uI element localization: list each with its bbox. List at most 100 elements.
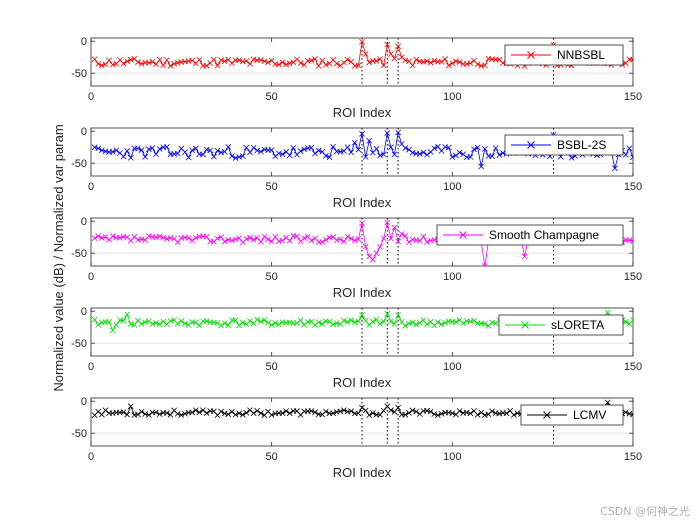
data-point-marker xyxy=(626,237,633,244)
data-point-marker xyxy=(344,144,351,151)
x-tick-label: 100 xyxy=(443,361,461,373)
data-point-marker xyxy=(196,56,203,63)
data-point-marker xyxy=(622,151,629,158)
data-point-marker xyxy=(243,58,250,64)
data-point-marker xyxy=(481,320,488,327)
data-point-marker xyxy=(406,239,412,246)
data-point-marker xyxy=(218,322,224,329)
data-point-marker xyxy=(232,411,239,418)
data-point-marker xyxy=(229,237,235,244)
data-point-marker xyxy=(409,62,416,69)
data-point-marker xyxy=(268,322,275,328)
data-point-marker xyxy=(138,408,145,415)
data-point-marker xyxy=(416,151,423,157)
data-point-marker xyxy=(200,407,206,414)
y-tick-label: -50 xyxy=(71,428,87,440)
data-point-marker xyxy=(113,321,120,328)
y-tick-label: -50 xyxy=(71,338,87,350)
x-tick-label: 100 xyxy=(443,451,461,463)
data-point-marker xyxy=(467,410,474,417)
data-point-marker xyxy=(236,410,243,417)
data-point-marker xyxy=(174,410,181,417)
data-point-marker xyxy=(160,234,167,241)
data-point-marker xyxy=(362,407,369,414)
data-point-marker xyxy=(413,56,420,63)
data-point-marker xyxy=(268,411,275,418)
data-point-marker xyxy=(348,317,355,324)
shared-y-axis-label: Normalized value (dB) / Normalized var p… xyxy=(51,124,66,391)
data-point-marker xyxy=(402,145,409,151)
data-point-marker xyxy=(507,407,514,414)
data-point-marker xyxy=(257,410,264,417)
data-point-marker xyxy=(369,410,376,416)
data-point-marker xyxy=(366,412,373,419)
x-tick-label: 150 xyxy=(624,91,642,103)
data-point-marker xyxy=(301,235,308,242)
data-point-marker xyxy=(424,151,430,158)
data-point-marker xyxy=(135,145,141,152)
legend-label: LCMV xyxy=(573,408,606,422)
data-point-marker xyxy=(604,309,611,316)
data-point-marker xyxy=(145,318,152,325)
data-point-marker xyxy=(272,234,279,240)
data-point-marker xyxy=(416,319,423,326)
data-point-marker xyxy=(312,322,318,329)
data-point-marker xyxy=(120,153,127,160)
data-point-marker xyxy=(113,147,120,154)
data-point-marker xyxy=(489,408,495,415)
data-point-marker xyxy=(265,59,271,66)
data-point-marker xyxy=(91,316,98,323)
data-point-marker xyxy=(380,318,387,325)
data-point-marker xyxy=(145,233,152,240)
x-tick-label: 0 xyxy=(88,271,94,283)
data-point-marker xyxy=(254,316,261,323)
data-point-marker xyxy=(481,263,488,266)
x-tick-label: 150 xyxy=(624,181,642,193)
data-point-marker xyxy=(138,236,145,243)
data-point-marker xyxy=(366,137,373,144)
x-tick-label: 50 xyxy=(266,271,278,283)
data-point-marker xyxy=(409,319,416,326)
data-point-marker xyxy=(214,320,221,326)
data-point-marker xyxy=(341,317,347,324)
data-point-marker xyxy=(388,144,394,151)
data-point-marker xyxy=(167,317,174,324)
data-point-marker xyxy=(182,320,188,327)
data-point-marker xyxy=(424,239,430,246)
data-point-marker xyxy=(481,412,488,418)
data-point-marker xyxy=(243,236,250,242)
data-point-marker xyxy=(290,59,297,66)
data-point-marker xyxy=(467,60,474,67)
data-point-marker xyxy=(456,408,463,414)
data-point-marker xyxy=(243,409,250,416)
data-point-marker xyxy=(337,62,344,69)
x-tick-label: 100 xyxy=(443,181,461,193)
data-point-marker xyxy=(91,235,98,242)
data-point-marker xyxy=(297,317,304,324)
data-point-marker xyxy=(203,62,210,69)
data-point-marker xyxy=(402,233,409,239)
data-point-marker xyxy=(344,233,351,240)
data-point-marker xyxy=(355,146,362,153)
data-point-marker xyxy=(438,410,445,417)
data-point-marker xyxy=(127,321,134,327)
data-point-marker xyxy=(286,410,293,417)
data-point-marker xyxy=(384,41,391,48)
data-point-marker xyxy=(351,237,358,244)
data-point-marker xyxy=(124,411,131,418)
x-axis-label: ROI Index xyxy=(333,465,392,480)
data-point-marker xyxy=(449,60,456,67)
data-point-marker xyxy=(247,317,253,324)
data-point-marker xyxy=(319,239,326,246)
data-point-marker xyxy=(250,236,257,243)
data-point-marker xyxy=(431,145,438,152)
data-point-marker xyxy=(362,243,369,250)
data-point-marker xyxy=(239,153,246,159)
data-point-marker xyxy=(402,322,409,329)
legend-box xyxy=(436,224,624,246)
data-point-marker xyxy=(200,151,206,158)
data-point-marker xyxy=(308,237,315,244)
